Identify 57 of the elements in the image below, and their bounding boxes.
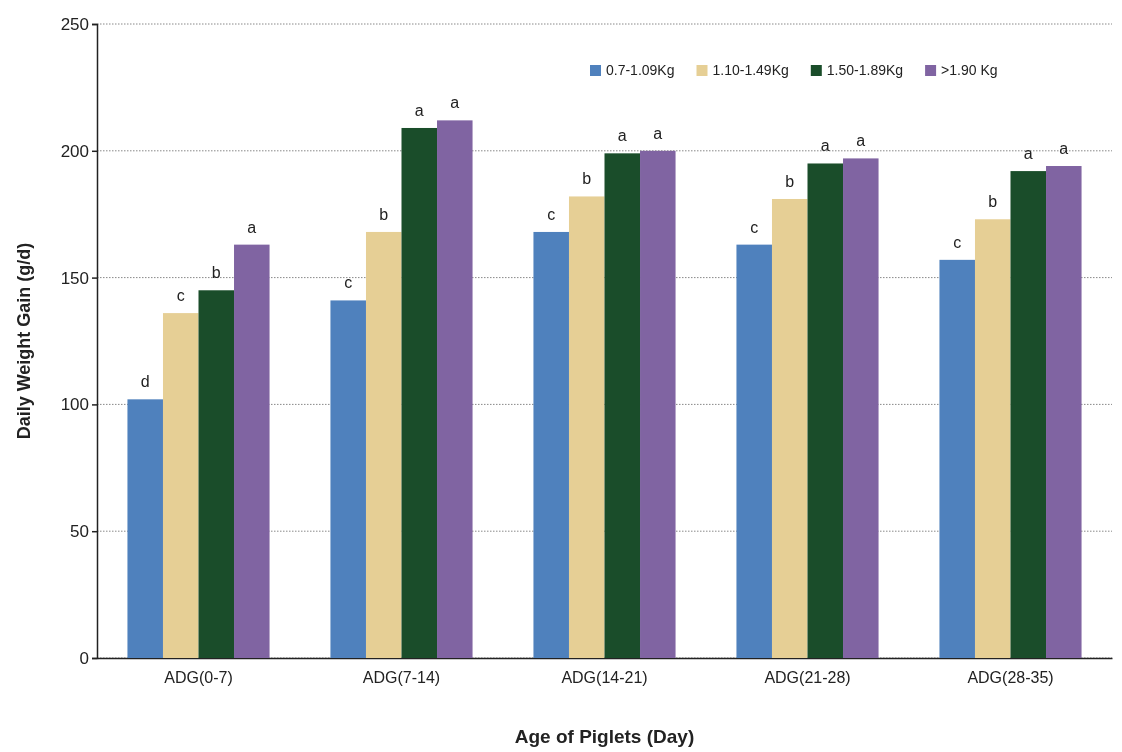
data-label: a — [1059, 140, 1069, 158]
bar — [437, 120, 473, 658]
data-label: a — [617, 127, 627, 145]
bar — [939, 259, 975, 658]
y-tick-label: 200 — [60, 141, 89, 161]
y-tick-label: 100 — [60, 395, 89, 415]
x-tick-label: ADG(7-14) — [362, 669, 441, 687]
data-label: a — [1023, 145, 1033, 163]
x-tick-label: ADG(21-28) — [764, 669, 851, 687]
data-label: c — [750, 218, 759, 236]
bar — [234, 244, 270, 658]
bar — [604, 153, 641, 658]
bar — [807, 163, 844, 658]
y-tick-label: 50 — [70, 522, 89, 542]
data-label: c — [547, 205, 556, 223]
data-label: a — [820, 137, 830, 155]
bar — [127, 399, 163, 658]
y-axis-title: Daily Weight Gain (g/d) — [14, 242, 34, 440]
x-tick-label: ADG(0-7) — [164, 669, 233, 687]
y-tick-label: 150 — [60, 268, 89, 288]
bar — [640, 150, 676, 658]
bar — [771, 198, 808, 658]
data-label: b — [582, 170, 592, 188]
x-tick-label: ADG(28-35) — [967, 669, 1054, 687]
bar — [365, 231, 402, 658]
bar — [974, 219, 1011, 658]
bar — [401, 127, 438, 658]
bar — [1010, 171, 1047, 658]
bar — [568, 196, 605, 658]
bar — [843, 158, 879, 658]
data-label: a — [414, 101, 424, 119]
legend-label: 0.7-1.09Kg — [606, 62, 675, 78]
bar — [198, 290, 235, 658]
bar — [162, 313, 199, 658]
data-label: b — [211, 264, 221, 282]
data-label: c — [344, 274, 353, 292]
data-label: a — [450, 94, 460, 112]
x-axis-title: Age of Piglets (Day) — [514, 726, 695, 747]
legend-label: >1.90 Kg — [941, 62, 998, 78]
bar — [533, 231, 569, 658]
data-label: d — [140, 373, 150, 391]
data-label: a — [653, 124, 663, 142]
data-label: a — [856, 132, 866, 150]
bar — [736, 244, 772, 658]
data-label: a — [247, 218, 257, 236]
data-label: b — [379, 205, 389, 223]
y-tick-label: 0 — [79, 648, 89, 668]
x-tick-label: ADG(14-21) — [561, 669, 648, 687]
data-label: c — [176, 287, 185, 305]
legend-label: 1.50-1.89Kg — [826, 62, 904, 78]
bar — [330, 300, 366, 658]
data-label: c — [953, 233, 962, 251]
bar — [1046, 166, 1082, 658]
data-label: b — [988, 193, 998, 211]
legend-label: 1.10-1.49Kg — [712, 62, 789, 78]
y-tick-label: 250 — [60, 14, 89, 34]
data-label: b — [785, 172, 795, 190]
